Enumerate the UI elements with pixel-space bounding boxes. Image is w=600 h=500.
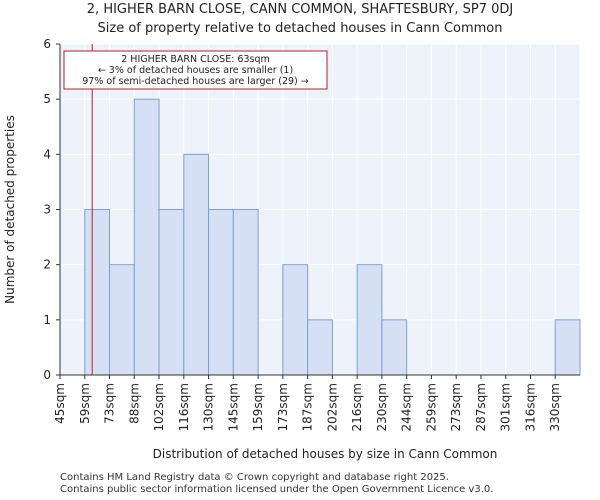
x-tick-label: 159sqm — [251, 383, 265, 431]
x-tick-label: 130sqm — [202, 383, 216, 431]
y-tick-label: 4 — [43, 147, 51, 161]
y-tick-label: 3 — [43, 203, 51, 217]
y-tick-label: 6 — [43, 37, 51, 51]
bar-230sqm[interactable] — [381, 319, 408, 376]
x-tick-label: 316sqm — [523, 383, 537, 431]
x-tick-label: 330sqm — [548, 383, 562, 431]
x-tick-label: 102sqm — [152, 383, 166, 431]
x-axis-label: Distribution of detached houses by size … — [153, 447, 498, 461]
x-tick-label: 230sqm — [375, 383, 389, 431]
x-tick-label: 187sqm — [301, 383, 315, 431]
bar-102sqm[interactable] — [158, 209, 185, 376]
x-tick-label: 216sqm — [350, 383, 364, 431]
bar-187sqm[interactable] — [307, 319, 333, 376]
chart-subtitle: Size of property relative to detached ho… — [97, 21, 503, 36]
annotation-line-2: ← 3% of detached houses are smaller (1) — [98, 65, 293, 76]
x-tick-label: 202sqm — [325, 383, 339, 431]
y-tick-label: 2 — [43, 258, 51, 272]
y-tick-label: 0 — [43, 368, 51, 382]
annotation-line-1: 2 HIGHER BARN CLOSE: 63sqm — [121, 54, 270, 65]
bar-173sqm[interactable] — [282, 264, 309, 376]
bar-216sqm[interactable] — [356, 264, 383, 376]
annotation-box — [63, 50, 328, 90]
x-tick-label: 173sqm — [276, 383, 290, 431]
x-tick-label: 45sqm — [53, 383, 67, 424]
x-tick-label: 259sqm — [424, 383, 438, 431]
y-tick-label: 5 — [43, 92, 51, 106]
x-tick-label: 244sqm — [400, 383, 414, 431]
annotation-line-3: 97% of semi-detached houses are larger (… — [82, 76, 309, 87]
x-tick-label: 88sqm — [127, 383, 141, 424]
x-tick-label: 301sqm — [499, 383, 513, 431]
x-tick-label: 116sqm — [177, 383, 191, 431]
bar-59sqm[interactable] — [84, 209, 111, 376]
x-tick-label: 73sqm — [103, 383, 117, 424]
x-tick-label: 273sqm — [449, 383, 463, 431]
bar-116sqm[interactable] — [183, 153, 210, 376]
y-axis-label: Number of detached properties — [3, 115, 17, 304]
footer-licence: Contains public sector information licen… — [60, 484, 494, 495]
bar-330sqm[interactable] — [554, 319, 581, 376]
bar-130sqm[interactable] — [208, 209, 234, 376]
bar-88sqm[interactable] — [133, 98, 160, 376]
x-tick-label: 287sqm — [474, 383, 488, 431]
footer-copyright: Contains HM Land Registry data © Crown c… — [60, 472, 449, 483]
bar-73sqm[interactable] — [109, 264, 135, 376]
chart-title: 2, HIGHER BARN CLOSE, CANN COMMON, SHAFT… — [86, 2, 514, 17]
x-tick-label: 145sqm — [226, 383, 240, 431]
x-tick-label: 59sqm — [78, 383, 92, 424]
bar-145sqm[interactable] — [232, 209, 259, 376]
y-tick-label: 1 — [43, 313, 51, 327]
